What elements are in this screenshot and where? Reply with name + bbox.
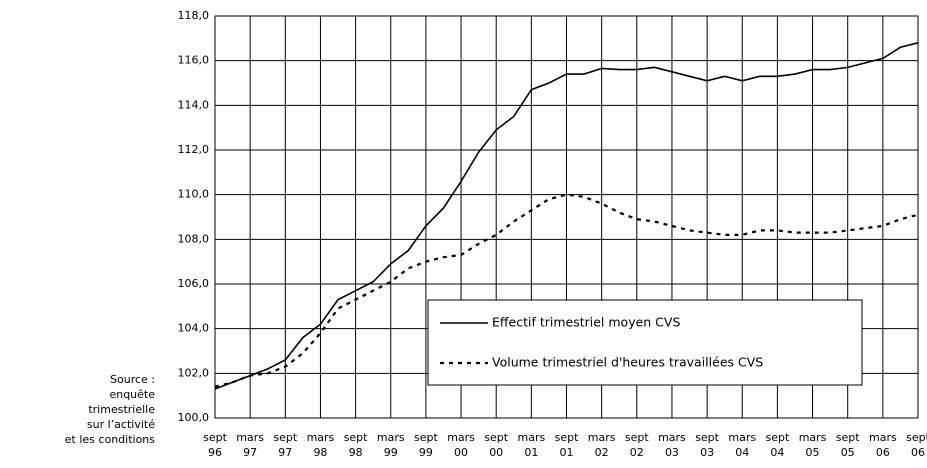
source-note: enquête xyxy=(109,388,155,401)
x-tick-label: sept 03 xyxy=(695,431,719,459)
x-tick-label: sept 02 xyxy=(624,431,649,459)
x-tick-label: mars 99 xyxy=(376,431,405,459)
x-tick-label: mars 06 xyxy=(868,431,897,459)
series-line xyxy=(214,42,919,390)
x-tick-label: sept 04 xyxy=(765,431,790,459)
y-tick-label: 100,0 xyxy=(178,411,210,424)
x-tick-label: mars 04 xyxy=(728,431,757,459)
y-tick-label: 110,0 xyxy=(178,188,210,201)
x-tick-label: mars 97 xyxy=(236,431,264,459)
x-tick-label: sept 00 xyxy=(484,431,509,459)
y-tick-label: 114,0 xyxy=(178,98,210,111)
y-tick-label: 112,0 xyxy=(178,143,210,156)
source-note: trimestrielle xyxy=(88,403,155,416)
x-tick-label: sept 97 xyxy=(273,431,298,459)
legend: Effectif trimestriel moyen CVS Volume tri… xyxy=(427,299,863,386)
y-tick-label: 106,0 xyxy=(178,277,210,290)
x-tick-label: mars 03 xyxy=(658,431,686,459)
legend-label: Effectif trimestriel moyen CVS xyxy=(492,315,680,330)
x-tick-label: mars 98 xyxy=(306,431,335,459)
x-tick-label: sept 96 xyxy=(203,431,227,459)
x-tick-label: sept 06 xyxy=(906,431,927,459)
x-tick-label: sept 05 xyxy=(835,431,860,459)
x-tick-label: sept 98 xyxy=(343,431,368,459)
y-tick-label: 104,0 xyxy=(178,322,210,335)
x-tick-label: mars 05 xyxy=(798,431,827,459)
y-tick-label: 118,0 xyxy=(178,9,210,22)
x-tick-label: sept 01 xyxy=(554,431,579,459)
y-tick-label: 116,0 xyxy=(178,54,210,67)
x-tick-label: sept 99 xyxy=(413,431,438,459)
source-note: et les conditions xyxy=(64,433,155,446)
x-tick-label: mars 00 xyxy=(447,431,475,459)
source-note: sur l’activité xyxy=(86,418,155,431)
legend-box xyxy=(427,299,863,386)
y-tick-label: 108,0 xyxy=(178,232,210,245)
x-tick-label: mars 01 xyxy=(517,431,546,459)
plot-frame xyxy=(214,15,919,419)
legend-label: Volume trimestriel d'heures travaillées … xyxy=(492,355,763,370)
source-note: Source : xyxy=(110,373,155,386)
x-tick-label: mars 02 xyxy=(587,431,616,459)
y-tick-label: 102,0 xyxy=(178,366,210,379)
